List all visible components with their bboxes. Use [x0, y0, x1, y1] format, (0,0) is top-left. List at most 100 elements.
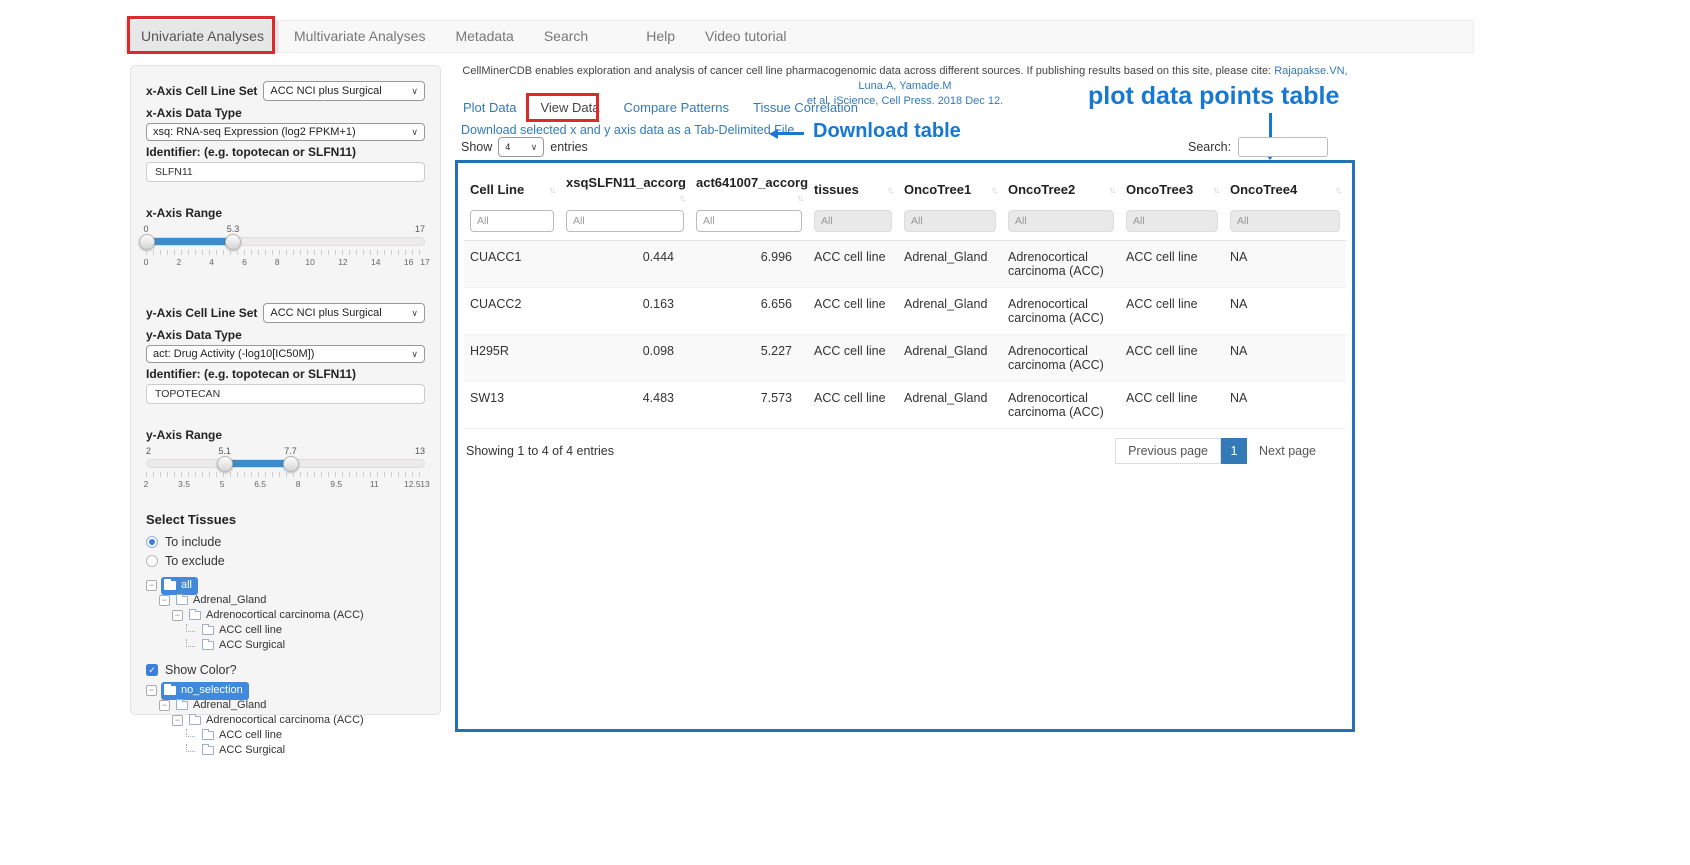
x-axis-data-type-select[interactable]: xsq: RNA-seq Expression (log2 FPKM+1) ∨ [146, 123, 425, 141]
x-axis-identifier-input[interactable] [146, 162, 425, 182]
previous-page-button[interactable]: Previous page [1115, 438, 1222, 464]
sort-icon[interactable]: ↑↓ [1335, 184, 1342, 195]
table-cell: ACC cell line [1120, 334, 1224, 382]
sort-icon[interactable]: ↑↓ [887, 184, 894, 195]
slider-tick-label: 2 [176, 257, 182, 267]
tree-node-chip[interactable]: no_selection [161, 681, 249, 700]
tab-compare-patterns[interactable]: Compare Patterns [623, 100, 730, 115]
x-axis-cell-line-set-select[interactable]: ACC NCI plus Surgical ∨ [263, 81, 425, 101]
column-header-act641007[interactable]: act641007_accorg ↑↓ [696, 175, 808, 203]
sort-icon[interactable]: ↑↓ [1109, 184, 1116, 195]
select-value: ACC NCI plus Surgical [270, 85, 382, 97]
nav-item-search[interactable]: Search [543, 28, 589, 44]
tree-node-adrenal-gland[interactable]: − Adrenal_Gland [146, 698, 425, 713]
tree-node-adrenocortical-carcinoma-acc-[interactable]: − Adrenocortical carcinoma (ACC) [146, 713, 425, 728]
nav-item-multivariate-analyses[interactable]: Multivariate Analyses [293, 28, 426, 44]
tree-node-chip[interactable]: Adrenal_Gland [174, 593, 268, 608]
collapse-toggle-icon[interactable]: − [146, 685, 157, 696]
slider-track[interactable] [139, 234, 425, 250]
sort-icon[interactable]: ↑↓ [797, 193, 804, 203]
collapse-toggle-icon[interactable]: − [146, 580, 157, 591]
slider-tick-labels: 2 3.5 5 6.5 8 9.5 11 12.5 13 [144, 479, 430, 491]
slider-ruler [146, 250, 425, 255]
radio-to-exclude[interactable]: To exclude [146, 551, 425, 570]
y-axis-cell-line-set-select[interactable]: ACC NCI plus Surgical ∨ [263, 303, 425, 323]
tree-node-no-selection[interactable]: − no_selection [146, 681, 425, 700]
nav-item-help[interactable]: Help [646, 28, 675, 44]
column-header-oncotree1[interactable]: OncoTree1 ↑↓ [904, 181, 998, 197]
tree-node-acc-cell-line[interactable]: ACC cell line [146, 728, 425, 743]
slider-max-label: 13 [414, 446, 425, 456]
column-header-oncotree4[interactable]: OncoTree4 ↑↓ [1230, 181, 1342, 197]
select-value: xsq: RNA-seq Expression (log2 FPKM+1) [153, 126, 356, 138]
tree-node-adrenocortical-carcinoma-acc-[interactable]: − Adrenocortical carcinoma (ACC) [146, 608, 425, 623]
tree-node-chip[interactable]: ACC Surgical [200, 638, 287, 653]
sort-icon[interactable]: ↑↓ [1213, 184, 1220, 195]
tree-node-chip[interactable]: Adrenocortical carcinoma (ACC) [187, 713, 366, 728]
slider-handle-low[interactable] [139, 234, 155, 250]
filter-input-cell-line[interactable] [470, 210, 554, 232]
y-axis-range-slider[interactable]: 2 13 5.1 7.7 2 3.5 5 6.5 8 9.5 11 12.5 13 [144, 446, 430, 492]
sort-icon[interactable]: ↑↓ [679, 193, 686, 203]
filter-input-oncotree3[interactable] [1126, 210, 1218, 232]
tree-node-chip[interactable]: Adrenocortical carcinoma (ACC) [187, 608, 366, 623]
slider-handle-low[interactable] [217, 456, 234, 472]
radio-to-include[interactable]: To include [146, 532, 425, 551]
column-header-xsqslfn11[interactable]: xsqSLFN11_accorg ↑↓ [566, 175, 686, 203]
filter-input-act641007[interactable] [696, 210, 802, 232]
tree-node-acc-cell-line[interactable]: ACC cell line [146, 623, 425, 638]
page-number-button-1[interactable]: 1 [1221, 438, 1248, 464]
top-navbar: Univariate Analyses Multivariate Analyse… [125, 20, 1474, 53]
page-length-select[interactable]: 4 ∨ [498, 137, 545, 157]
table-search-input[interactable] [1238, 137, 1329, 157]
filter-input-oncotree2[interactable] [1008, 210, 1114, 232]
filter-input-tissues[interactable] [814, 210, 892, 232]
column-header-tissues[interactable]: tissues ↑↓ [814, 181, 894, 197]
annotation-arrow-left-head [769, 129, 778, 139]
column-header-cell-line[interactable]: Cell Line ↑↓ [470, 181, 556, 197]
tab-plot-data[interactable]: Plot Data [463, 100, 517, 115]
tab-tissue-correlation[interactable]: Tissue Correlation [753, 100, 859, 115]
slider-handle-high[interactable] [225, 234, 242, 250]
nav-item-video-tutorial[interactable]: Video tutorial [705, 28, 787, 44]
column-header-oncotree3[interactable]: OncoTree3 ↑↓ [1126, 181, 1220, 197]
filter-input-xsqslfn11[interactable] [566, 210, 684, 232]
collapse-toggle-icon[interactable]: − [159, 700, 170, 711]
tree-leaf-connector [186, 744, 195, 752]
sort-icon[interactable]: ↑↓ [549, 184, 556, 195]
tab-view-data[interactable]: View Data [540, 100, 600, 115]
slider-min-label: 2 [146, 446, 152, 456]
filter-input-oncotree1[interactable] [904, 210, 996, 232]
folder-icon [189, 609, 201, 620]
show-color-checkbox[interactable]: ✓ Show Color? [146, 662, 425, 677]
tree-node-chip[interactable]: ACC cell line [200, 623, 284, 638]
y-axis-identifier-input[interactable] [146, 384, 425, 404]
collapse-toggle-icon[interactable]: − [159, 595, 170, 606]
view-tabs: Plot Data View Data Compare Patterns Tis… [463, 100, 858, 115]
sort-icon[interactable]: ↑↓ [991, 184, 998, 195]
next-page-button[interactable]: Next page [1259, 444, 1316, 458]
collapse-toggle-icon[interactable]: − [172, 715, 183, 726]
tree-node-acc-surgical[interactable]: ACC Surgical [146, 743, 425, 758]
nav-item-metadata[interactable]: Metadata [455, 28, 514, 44]
tree-node-acc-surgical[interactable]: ACC Surgical [146, 638, 425, 653]
filter-input-oncotree4[interactable] [1230, 210, 1340, 232]
column-header-oncotree2[interactable]: OncoTree2 ↑↓ [1008, 181, 1116, 197]
download-tab-delimited-link[interactable]: Download selected x and y axis data as a… [461, 123, 795, 137]
tree-node-chip[interactable]: all [161, 576, 199, 595]
collapse-toggle-icon[interactable]: − [172, 610, 183, 621]
table-cell: 6.656 [690, 287, 808, 335]
tree-node-all[interactable]: − all [146, 576, 425, 595]
citation-journal-link[interactable]: et al. iScience, Cell Press. 2018 Dec 12… [806, 95, 1004, 107]
slider-tick-label: 8 [274, 257, 280, 267]
nav-item-univariate-analyses[interactable]: Univariate Analyses [126, 21, 279, 52]
x-axis-range-slider[interactable]: 0 17 0 5.3 0 2 4 6 8 10 12 14 16 17 [139, 224, 430, 270]
tree-node-chip[interactable]: ACC cell line [200, 728, 284, 743]
slider-track[interactable] [146, 456, 425, 472]
y-axis-data-type-select[interactable]: act: Drug Activity (-log10[IC50M]) ∨ [146, 345, 425, 363]
tree-node-chip[interactable]: ACC Surgical [200, 743, 287, 758]
citation-authors-link[interactable]: Rajapakse.VN, Luna.A, Yamade.M [858, 65, 1348, 92]
tree-node-chip[interactable]: Adrenal_Gland [174, 698, 268, 713]
tree-node-adrenal-gland[interactable]: − Adrenal_Gland [146, 593, 425, 608]
slider-handle-high[interactable] [282, 456, 299, 472]
